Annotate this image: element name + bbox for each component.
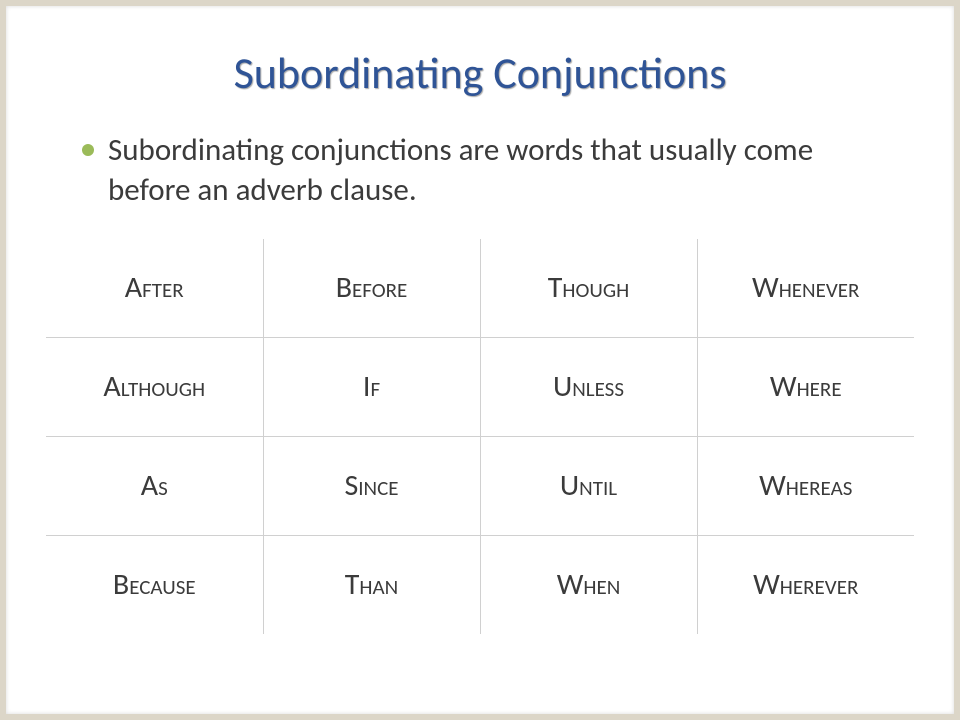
table-cell: Unless	[480, 337, 697, 436]
table-cell: Whereas	[697, 436, 914, 535]
table-cell: Where	[697, 337, 914, 436]
table-row: Although If Unless Where	[46, 337, 914, 436]
table-row: As Since Until Whereas	[46, 436, 914, 535]
table-cell: Although	[46, 337, 263, 436]
table-cell: Wherever	[697, 535, 914, 634]
slide-background: Subordinating Conjunctions Subordinating…	[0, 0, 960, 720]
table-cell: Than	[263, 535, 480, 634]
conjunctions-table: After Before Though Whenever Although If…	[46, 239, 914, 634]
table-row: After Before Though Whenever	[46, 239, 914, 338]
table-cell: As	[46, 436, 263, 535]
bullet-dot-icon	[82, 144, 94, 156]
table-cell: Though	[480, 239, 697, 338]
table-cell: When	[480, 535, 697, 634]
table-cell: Because	[46, 535, 263, 634]
table-cell: Before	[263, 239, 480, 338]
bullet-text: Subordinating conjunctions are words tha…	[108, 130, 894, 211]
table-row: Because Than When Wherever	[46, 535, 914, 634]
table-cell: Whenever	[697, 239, 914, 338]
table-cell: If	[263, 337, 480, 436]
slide-content-area: Subordinating Conjunctions Subordinating…	[6, 6, 954, 714]
table-cell: Until	[480, 436, 697, 535]
slide-title: Subordinating Conjunctions	[46, 46, 914, 100]
table-cell: Since	[263, 436, 480, 535]
table-cell: After	[46, 239, 263, 338]
bullet-block: Subordinating conjunctions are words tha…	[82, 130, 894, 211]
